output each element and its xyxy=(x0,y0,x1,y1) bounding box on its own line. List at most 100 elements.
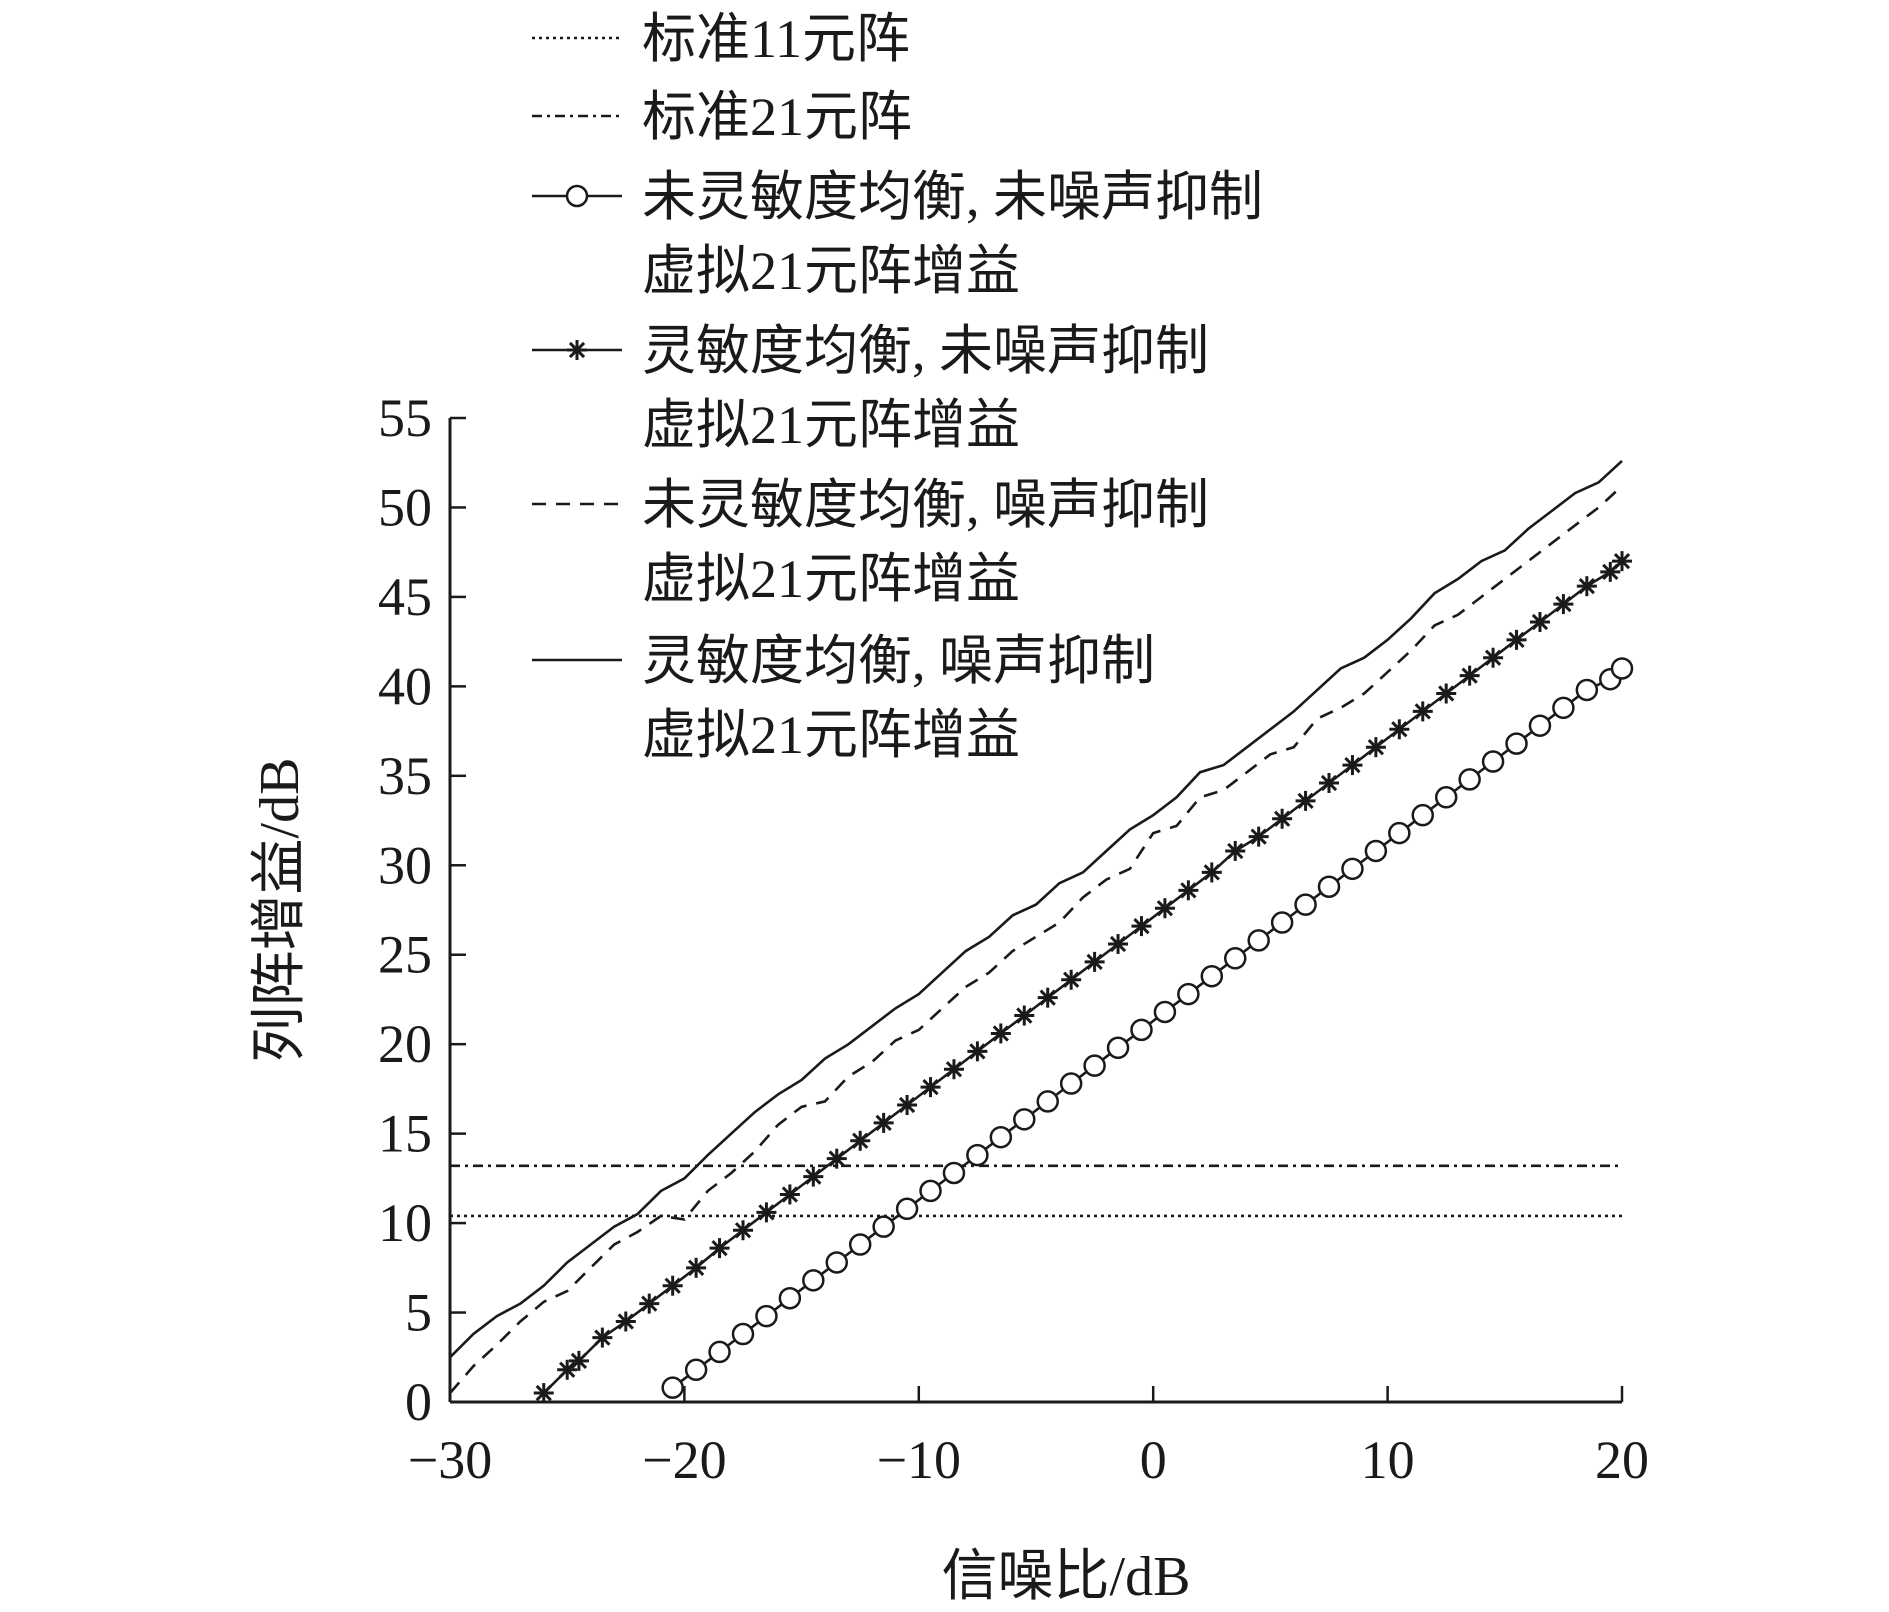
data-point-star xyxy=(615,1311,636,1332)
data-point-circle xyxy=(1388,821,1411,845)
data-point-star xyxy=(1459,665,1480,686)
data-point-circle xyxy=(1341,857,1364,881)
data-point-circle xyxy=(708,1340,731,1364)
star-stroke xyxy=(1367,739,1385,756)
y-tick-label: 15 xyxy=(378,1104,432,1164)
star-stroke xyxy=(758,1204,775,1221)
data-point-star xyxy=(1108,933,1129,954)
legend-label: 未灵敏度均衡, 未噪声抑制 xyxy=(642,167,1263,227)
data-point-star xyxy=(1412,701,1433,722)
data-point-star xyxy=(850,1130,871,1151)
data-point-star xyxy=(1506,629,1527,650)
data-point-circle xyxy=(848,1233,872,1256)
y-tick-label: 20 xyxy=(378,1014,432,1074)
star-stroke xyxy=(1438,685,1455,702)
star-stroke xyxy=(559,1361,576,1378)
y-axis-label: 列阵增益/dB xyxy=(249,758,311,1063)
x-tick-label: −10 xyxy=(877,1430,961,1490)
data-point-circle xyxy=(872,1215,895,1238)
legend-label-line2: 虚拟21元阵增益 xyxy=(642,395,1020,455)
star-stroke xyxy=(535,1384,552,1402)
star-stroke xyxy=(805,1168,822,1185)
data-point-star xyxy=(639,1293,660,1314)
star-stroke xyxy=(1578,578,1595,595)
data-point-circle xyxy=(1552,696,1575,720)
star-stroke xyxy=(1531,613,1549,631)
star-stroke xyxy=(1039,989,1056,1006)
star-stroke xyxy=(1273,810,1291,827)
legend-label: 标准11元阵 xyxy=(642,9,910,69)
data-point-star xyxy=(733,1220,753,1241)
data-point-circle xyxy=(1013,1108,1036,1131)
data-point-circle xyxy=(1505,732,1528,755)
data-point-star xyxy=(1483,647,1504,668)
star-stroke xyxy=(1063,971,1080,988)
y-tick-label: 55 xyxy=(378,388,432,448)
legend-label: 标准21元阵 xyxy=(642,87,912,147)
data-point-star xyxy=(1061,969,1082,990)
y-tick-label: 10 xyxy=(378,1193,432,1253)
data-point-star xyxy=(1248,826,1269,847)
data-point-star xyxy=(1014,1005,1035,1026)
data-point-star xyxy=(897,1095,918,1116)
data-point-star xyxy=(826,1148,847,1169)
legend-label: 灵敏度均衡, 未噪声抑制 xyxy=(642,321,1209,381)
data-point-circle xyxy=(684,1358,708,1382)
star-stroke xyxy=(1414,703,1431,720)
data-point-star xyxy=(1553,594,1574,615)
data-point-star xyxy=(779,1184,800,1205)
star-stroke xyxy=(1555,595,1572,613)
data-point-star xyxy=(1295,790,1316,811)
star-stroke xyxy=(641,1295,658,1312)
data-point-circle xyxy=(1411,803,1435,827)
x-tick-label: −20 xyxy=(642,1430,726,1490)
star-stroke xyxy=(922,1078,939,1096)
legend-label-line2: 虚拟21元阵增益 xyxy=(642,705,1020,765)
data-point-star xyxy=(1612,551,1632,572)
data-point-star xyxy=(967,1041,988,1062)
data-point-circle xyxy=(989,1125,1013,1149)
legend-label-line2: 虚拟21元阵增益 xyxy=(642,241,1020,301)
star-stroke xyxy=(1391,721,1408,738)
star-stroke xyxy=(1086,953,1103,971)
series-line-5 xyxy=(449,459,1623,1359)
data-point-circle xyxy=(1458,768,1481,791)
star-stroke xyxy=(1109,935,1127,953)
y-tick-label: 25 xyxy=(378,925,432,985)
star-stroke xyxy=(992,1025,1009,1042)
data-point-circle xyxy=(755,1304,778,1328)
data-point-star xyxy=(686,1257,707,1278)
data-point-star xyxy=(1084,951,1105,972)
data-point-star xyxy=(533,1383,554,1404)
data-point-circle xyxy=(1528,714,1552,737)
data-point-circle xyxy=(1247,929,1270,952)
data-point-circle xyxy=(1059,1072,1083,1095)
data-point-star xyxy=(568,1350,589,1371)
star-stroke xyxy=(570,1352,588,1369)
data-point-circle xyxy=(1434,786,1458,809)
star-stroke xyxy=(969,1043,986,1060)
data-point-circle xyxy=(778,1286,802,1310)
star-stroke xyxy=(1227,842,1244,860)
legend-label: 灵敏度均衡, 噪声抑制 xyxy=(642,631,1155,691)
data-point-circle xyxy=(825,1251,849,1274)
x-tick-label: 10 xyxy=(1361,1430,1415,1490)
data-point-circle xyxy=(942,1161,966,1185)
data-point-circle xyxy=(1153,1000,1177,1024)
y-tick-label: 40 xyxy=(378,656,432,716)
star-stroke xyxy=(1461,667,1478,684)
x-axis-label: 信噪比/dB xyxy=(942,1546,1191,1608)
data-point-star xyxy=(1365,737,1386,758)
data-point-star xyxy=(803,1166,824,1187)
data-point-circle xyxy=(1610,657,1634,680)
data-point-star xyxy=(920,1077,941,1098)
data-point-circle xyxy=(1036,1090,1059,1113)
data-point-circle xyxy=(1106,1036,1130,1060)
star-stroke xyxy=(1613,552,1631,570)
data-point-circle xyxy=(565,184,589,208)
data-point-star xyxy=(1389,719,1410,740)
legend-label-line2: 虚拟21元阵增益 xyxy=(642,549,1020,609)
data-point-circle xyxy=(1294,893,1317,916)
data-point-circle xyxy=(802,1269,825,1292)
data-point-star xyxy=(943,1059,964,1080)
